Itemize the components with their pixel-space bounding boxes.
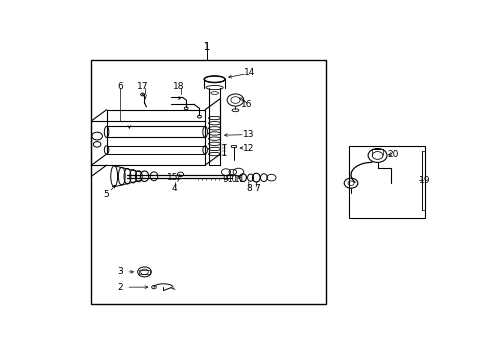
Bar — [230, 145, 236, 147]
Text: 8: 8 — [246, 184, 251, 193]
Text: 5: 5 — [103, 190, 109, 199]
Text: 1: 1 — [203, 42, 210, 52]
Text: 9: 9 — [222, 175, 228, 184]
Text: 15: 15 — [167, 173, 178, 182]
Text: 20: 20 — [386, 150, 398, 158]
Text: 6: 6 — [117, 82, 122, 91]
Text: 12: 12 — [243, 144, 254, 153]
Text: 7: 7 — [253, 184, 259, 193]
Bar — [348, 146, 424, 218]
Bar — [91, 60, 326, 304]
Text: 4: 4 — [172, 184, 177, 193]
Text: 13: 13 — [243, 130, 254, 139]
Text: 11: 11 — [234, 175, 245, 184]
Text: 10: 10 — [227, 175, 237, 184]
Text: 17: 17 — [137, 82, 148, 91]
Text: 3: 3 — [117, 267, 122, 276]
Text: 14: 14 — [244, 68, 255, 77]
Ellipse shape — [204, 76, 224, 83]
Text: 2: 2 — [117, 283, 122, 292]
Bar — [139, 270, 150, 274]
Text: 18: 18 — [172, 82, 184, 91]
Text: 16: 16 — [241, 100, 252, 109]
Text: 19: 19 — [418, 176, 430, 185]
Text: 1: 1 — [203, 42, 210, 52]
